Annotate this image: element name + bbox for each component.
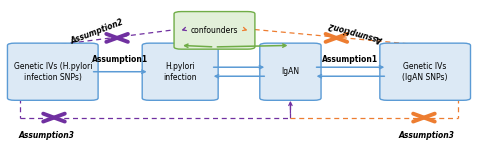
FancyBboxPatch shape — [260, 43, 321, 100]
Text: Assumption1: Assumption1 — [92, 55, 148, 64]
Text: Assumption3: Assumption3 — [18, 131, 74, 140]
Text: Genetic IVs
(IgAN SNPs): Genetic IVs (IgAN SNPs) — [402, 62, 448, 82]
FancyBboxPatch shape — [8, 43, 98, 100]
Text: H.pylori
infection: H.pylori infection — [164, 62, 197, 82]
Text: confounders: confounders — [190, 26, 238, 35]
Text: Assumption1: Assumption1 — [322, 55, 378, 64]
FancyBboxPatch shape — [142, 43, 218, 100]
Text: Genetic IVs (H.pylori
infection SNPs): Genetic IVs (H.pylori infection SNPs) — [14, 62, 92, 82]
FancyBboxPatch shape — [174, 12, 255, 49]
Text: Assumption3: Assumption3 — [398, 131, 454, 140]
Text: Assumption2: Assumption2 — [70, 18, 125, 46]
Text: IgAN: IgAN — [282, 67, 300, 76]
Text: Assumption2: Assumption2 — [328, 20, 384, 44]
FancyBboxPatch shape — [380, 43, 470, 100]
